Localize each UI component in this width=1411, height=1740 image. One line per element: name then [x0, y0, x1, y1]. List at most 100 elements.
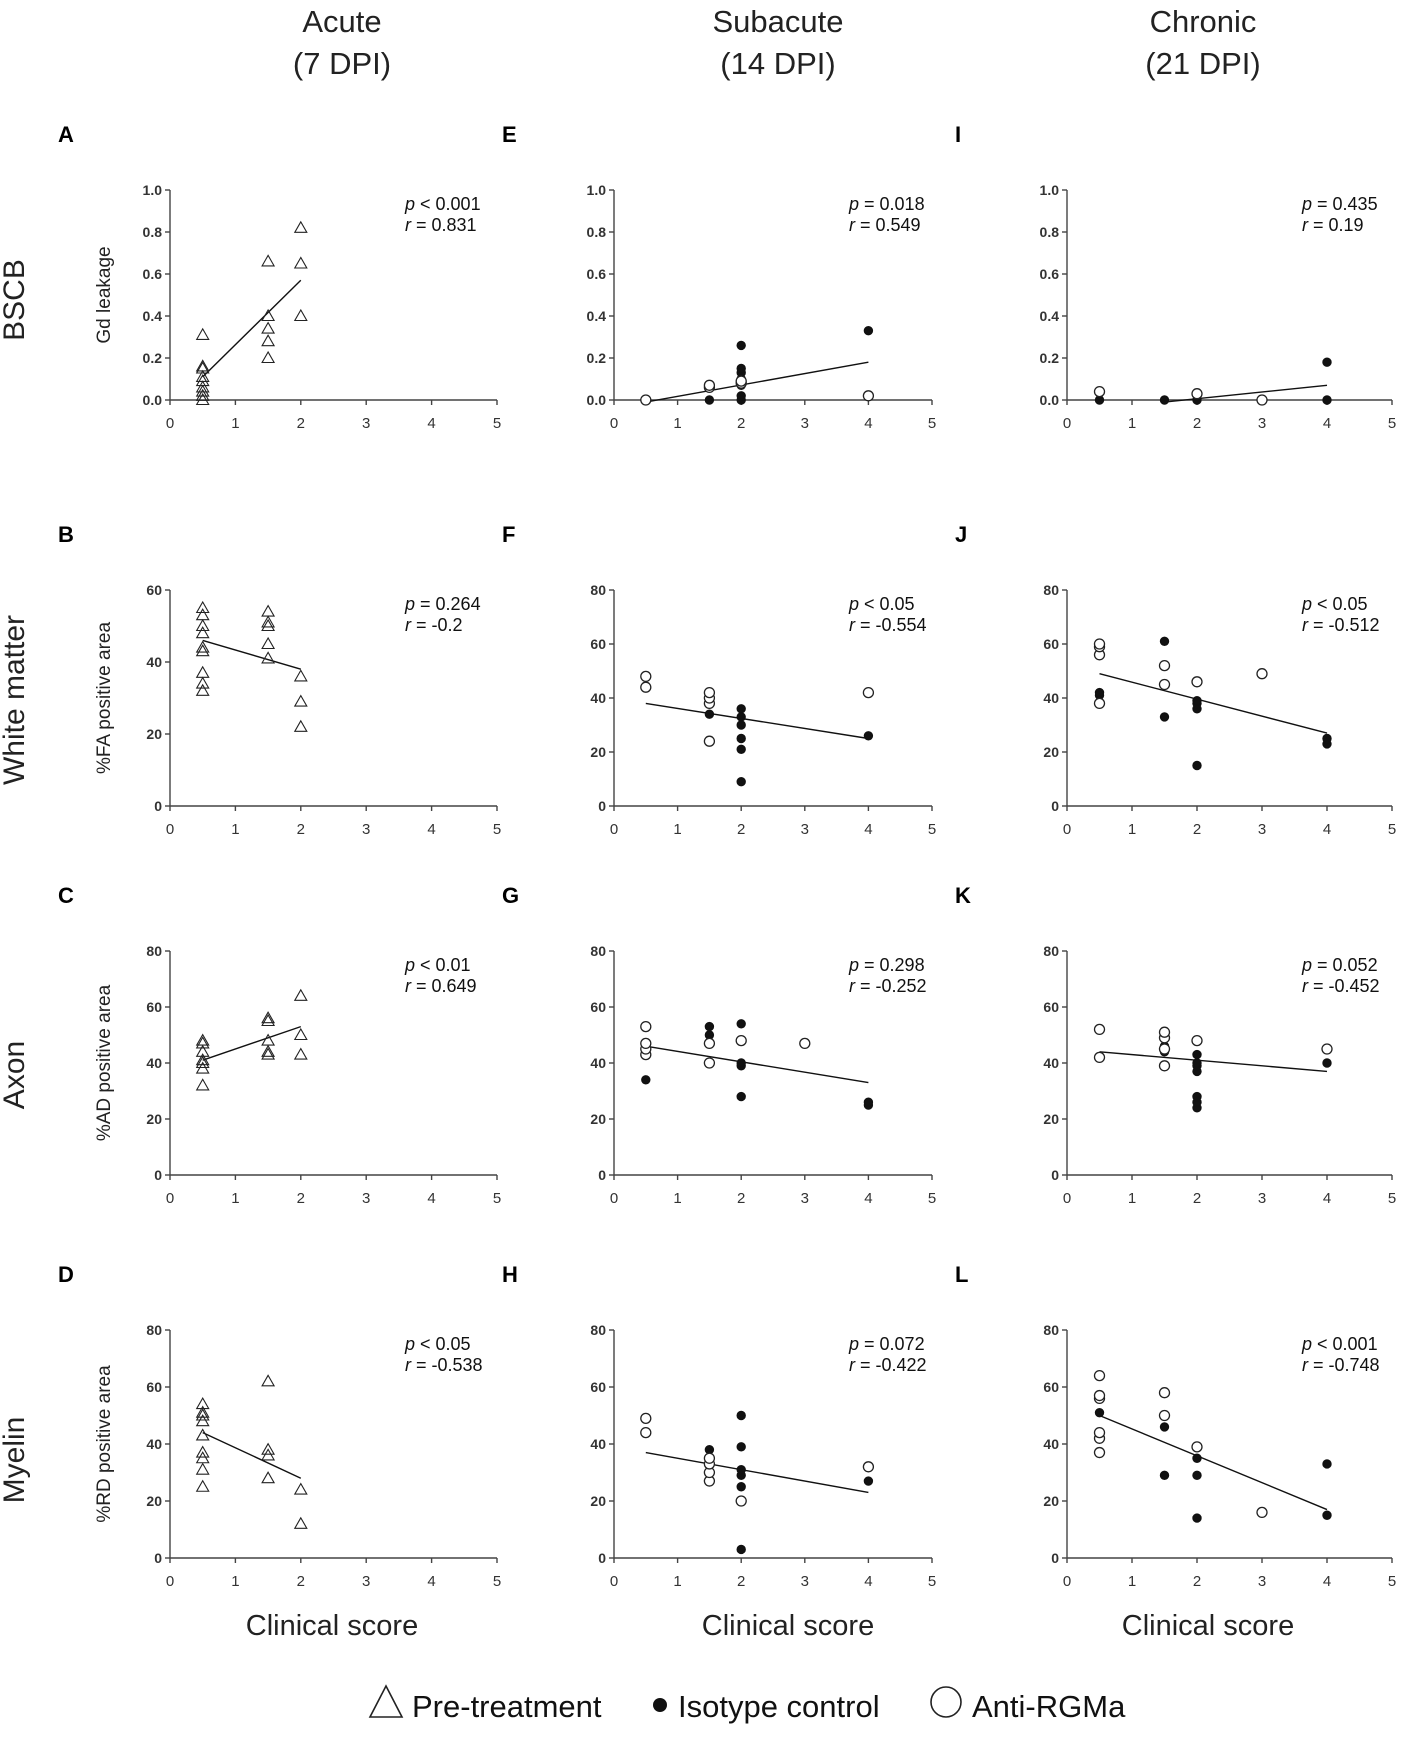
point-anti-rgma	[1093, 385, 1106, 398]
column-subtitle-2: (21 DPI)	[1145, 46, 1260, 81]
point-pre-treatment	[261, 334, 276, 347]
x-tick-label: 3	[801, 1190, 809, 1207]
x-tick-label: 5	[1388, 1573, 1396, 1590]
point-isotype-control	[736, 340, 746, 351]
panel-letter-H: H	[502, 1262, 518, 1287]
y-tick-label: 40	[146, 1055, 162, 1071]
x-tick-label: 2	[737, 821, 745, 838]
x-tick-label: 2	[297, 821, 305, 838]
point-pre-treatment	[195, 1055, 210, 1069]
x-tick-label: 1	[1128, 1190, 1136, 1207]
y-tick-label: 0.4	[1040, 308, 1060, 324]
point-isotype-control	[1094, 1407, 1105, 1418]
p-value-text: p = 0.018	[848, 194, 925, 214]
point-pre-treatment	[261, 1047, 276, 1060]
p-value-text: p < 0.001	[1301, 1334, 1378, 1354]
point-pre-treatment	[195, 359, 210, 372]
point-pre-treatment	[195, 369, 210, 382]
y-tick-label: 60	[1043, 1379, 1059, 1395]
x-tick-label: 5	[493, 1573, 501, 1590]
point-anti-rgma	[1093, 638, 1106, 650]
x-tick-label: 4	[1323, 1190, 1331, 1207]
point-pre-treatment	[261, 636, 276, 650]
x-tick-label: 2	[1193, 1190, 1201, 1207]
point-anti-rgma	[640, 1412, 652, 1424]
panel-J: J 0 20 40 60 80 0 1 2 3 4 5 p < 0.05r = -0.512	[955, 522, 1396, 838]
point-anti-rgma	[1158, 1409, 1171, 1422]
point-pre-treatment	[195, 388, 210, 401]
y-tick-label: 0.2	[1040, 350, 1060, 366]
y-tick-label: 0	[1051, 1167, 1059, 1183]
p-value-text: p = 0.298	[848, 955, 925, 975]
y-tick-label: 60	[590, 636, 606, 652]
point-isotype-control	[736, 1464, 746, 1475]
y-tick-label: 40	[590, 1055, 606, 1071]
panel-letter-E: E	[502, 122, 517, 147]
x-tick-label: 2	[737, 415, 745, 432]
x-tick-label: 0	[166, 415, 174, 432]
point-pre-treatment	[261, 1033, 276, 1046]
point-pre-treatment	[195, 618, 210, 632]
point-anti-rgma	[703, 686, 716, 699]
point-isotype-control	[736, 744, 746, 754]
y-tick-label: 0	[1051, 1550, 1059, 1566]
point-isotype-control	[1192, 696, 1202, 706]
y-tick-label: 80	[590, 943, 606, 959]
point-pre-treatment	[293, 988, 308, 1001]
y-tick-label: 0	[598, 798, 606, 814]
p-value-text: p < 0.05	[1301, 594, 1368, 614]
x-tick-label: 4	[864, 821, 872, 838]
legend-triangle-icon	[368, 1684, 404, 1718]
y-tick-label: 0	[598, 1167, 606, 1183]
point-isotype-control	[1322, 395, 1332, 405]
x-tick-label: 2	[1193, 415, 1201, 432]
y-tick-label: 60	[1043, 636, 1059, 652]
point-isotype-control	[1159, 712, 1170, 722]
y-tick-label: 80	[590, 1322, 606, 1338]
x-tick-label: 3	[362, 821, 370, 838]
point-anti-rgma	[1093, 697, 1106, 710]
y-tick-label: 80	[1043, 1322, 1059, 1338]
point-anti-rgma	[1191, 676, 1203, 688]
regression-line	[202, 1431, 302, 1479]
point-pre-treatment	[293, 308, 308, 322]
row-title-0: BSCB	[0, 259, 31, 341]
point-isotype-control	[863, 326, 874, 336]
x-tick-label: 4	[1323, 1573, 1331, 1590]
x-tick-label: 1	[1128, 1573, 1136, 1590]
y-tick-label: 20	[590, 744, 606, 760]
r-value-text: r = -0.554	[849, 615, 927, 635]
point-anti-rgma	[1191, 1034, 1203, 1047]
x-tick-label: 1	[231, 415, 239, 432]
point-pre-treatment	[195, 380, 210, 393]
point-isotype-control	[1159, 1422, 1170, 1432]
point-pre-treatment	[195, 1428, 210, 1441]
x-tick-label: 1	[231, 1190, 239, 1207]
y-axis-label-1: %FA positive area	[94, 622, 115, 775]
panel-letter-D: D	[58, 1262, 74, 1287]
y-tick-label: 80	[1043, 943, 1059, 959]
point-anti-rgma	[640, 681, 652, 693]
x-tick-label: 3	[362, 1573, 370, 1590]
panel-letter-G: G	[502, 883, 519, 908]
point-anti-rgma	[1158, 1387, 1171, 1399]
point-anti-rgma	[640, 394, 652, 406]
x-tick-label: 0	[166, 1190, 174, 1207]
x-axis-label-1: Clinical score	[702, 1610, 874, 1642]
p-value-text: p = 0.052	[1301, 955, 1378, 975]
y-tick-label: 40	[1043, 1055, 1059, 1071]
y-tick-label: 60	[146, 999, 162, 1015]
x-tick-label: 2	[297, 415, 305, 432]
point-isotype-control	[736, 720, 746, 730]
x-tick-label: 1	[1128, 821, 1136, 838]
point-anti-rgma	[1158, 1060, 1171, 1072]
x-tick-label: 5	[1388, 415, 1396, 432]
x-tick-label: 2	[297, 1573, 305, 1590]
point-pre-treatment	[261, 1471, 276, 1484]
regression-line	[1164, 384, 1328, 403]
point-pre-treatment	[293, 669, 308, 682]
point-isotype-control	[1192, 1470, 1202, 1481]
point-isotype-control	[736, 1058, 746, 1068]
